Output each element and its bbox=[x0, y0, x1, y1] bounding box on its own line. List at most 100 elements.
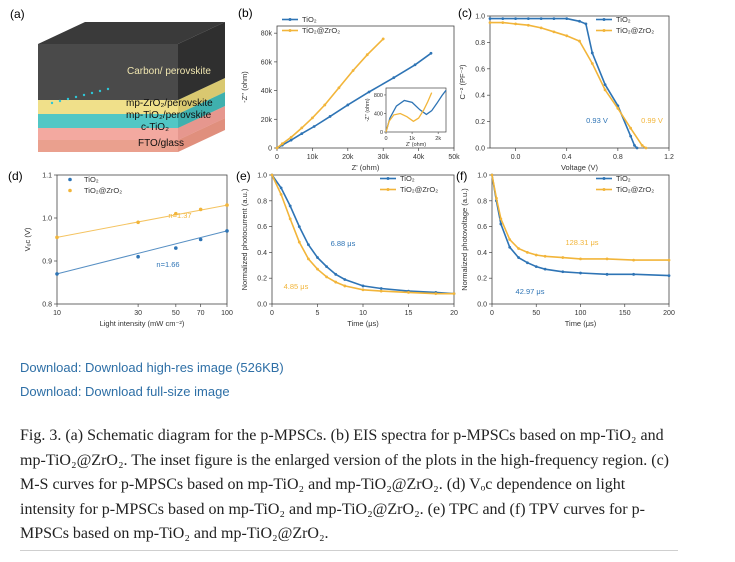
chart-e-point-1 bbox=[379, 289, 383, 293]
chart-b-inset-xtick-label: 0 bbox=[384, 136, 387, 142]
chart-f-point-1 bbox=[543, 254, 547, 258]
schematic-panel: (a) Carbon/ perovskite mp-ZrO₂/perovskit… bbox=[10, 7, 225, 152]
chart-b-ytick-label: 80k bbox=[261, 31, 273, 38]
chart-f-xlabel: Time (μs) bbox=[565, 319, 597, 328]
chart-f-ylabel: Normalized photovoltage (a.u.) bbox=[460, 188, 469, 291]
chart-b-point-1 bbox=[311, 116, 314, 120]
chart-c-point-0 bbox=[501, 17, 505, 21]
chart-e-xtick-label: 20 bbox=[450, 310, 458, 317]
chart-f-legend-label-0: TiO₂ bbox=[616, 174, 631, 183]
chart-c-point-1 bbox=[565, 34, 569, 38]
chart-b-point-1 bbox=[381, 37, 385, 41]
figure-3: (a) Carbon/ perovskite mp-ZrO₂/perovskit… bbox=[8, 6, 675, 329]
chart-f-point-1 bbox=[499, 217, 503, 221]
chart-e-point-1 bbox=[452, 292, 456, 296]
chart-b-inset-ytick-label: 800 bbox=[374, 93, 383, 99]
chart-d-xtick-label: 100 bbox=[221, 310, 233, 317]
chart-b-point-0 bbox=[392, 76, 396, 80]
chart-c-legend-label-1: TiO₂@ZrO₂ bbox=[616, 26, 654, 35]
mpzro2-layer-front bbox=[38, 100, 178, 114]
chart-c-point-0 bbox=[565, 17, 569, 21]
chart-b-ytick-label: 0 bbox=[268, 146, 272, 153]
chart-b-ytick-label: 20k bbox=[261, 117, 273, 124]
chart-f-point-0 bbox=[534, 265, 538, 268]
chart-b-point-1 bbox=[280, 142, 284, 146]
chart-c-ytick-label: 0.2 bbox=[475, 119, 485, 126]
chart-d-fit-line-1 bbox=[56, 204, 228, 238]
chart-e-legend-marker-1 bbox=[386, 188, 390, 191]
caption-label: Fig. 3. bbox=[20, 427, 62, 444]
chart-c-point-0 bbox=[635, 146, 639, 150]
chart-e-point-0 bbox=[297, 225, 301, 229]
chart-b-point-0 bbox=[429, 51, 433, 55]
chart-e-point-0 bbox=[307, 243, 310, 247]
chart-c-ms: 0.0 0.4 0.8 1.2 0.0 0.2 0.4 0.6 0.8 1.0 Voltage (V… bbox=[458, 14, 674, 173]
chart-f-xtick-label: 150 bbox=[619, 310, 631, 317]
chart-e-point-1 bbox=[288, 217, 292, 221]
chart-d-point-0 bbox=[55, 272, 59, 276]
chart-e-point-1 bbox=[307, 257, 310, 261]
chart-e-point-1 bbox=[343, 284, 347, 288]
chart-c-ylabel: C⁻² (PF⁻²) bbox=[458, 64, 467, 99]
chart-b-ylabel: -Z'' (ohm) bbox=[240, 71, 249, 103]
chart-c-xtick-label: 0.0 bbox=[511, 154, 521, 161]
chart-f-xtick-label: 0 bbox=[490, 310, 494, 317]
carbon-layer-side bbox=[178, 22, 225, 100]
chart-f-ytick-label: 0.4 bbox=[477, 250, 487, 257]
chart-d-legend-label-0: TiO₂ bbox=[84, 175, 99, 184]
chart-c-point-1 bbox=[514, 22, 517, 26]
chart-e-point-1 bbox=[334, 280, 338, 284]
chart-f-point-0 bbox=[632, 272, 635, 276]
chart-c-point-0 bbox=[539, 17, 543, 21]
chart-f-point-0 bbox=[605, 272, 609, 276]
panel-label-f: (f) bbox=[456, 169, 467, 183]
chart-b-point-1 bbox=[351, 69, 355, 72]
chart-f-tpv: 0 50 100 150 200 0.0 0.2 0.4 0.6 0.8 1.0 Time (μs) N… bbox=[460, 173, 675, 329]
chart-c-point-0 bbox=[526, 17, 530, 21]
chart-b-inset-frame bbox=[385, 87, 447, 133]
panel-label-c: (c) bbox=[458, 6, 472, 20]
layer-label-mpzro2: mp-ZrO₂/perovskite bbox=[126, 98, 213, 109]
chart-c-point-0 bbox=[514, 17, 517, 21]
chart-c-annotation-1: 0.99 V bbox=[641, 116, 663, 125]
chart-f-point-1 bbox=[534, 253, 538, 257]
chart-f-point-1 bbox=[632, 258, 635, 262]
chart-f-xtick-label: 50 bbox=[532, 310, 540, 317]
chart-e-point-1 bbox=[434, 292, 438, 296]
fto-layer-front bbox=[38, 140, 178, 152]
chart-c-ytick-label: 0.8 bbox=[475, 40, 485, 47]
download-full-size-link[interactable]: Download: Download full-size image bbox=[20, 384, 230, 399]
chart-b-point-0 bbox=[289, 138, 293, 142]
chart-d-frame bbox=[56, 174, 228, 305]
chart-f-point-0 bbox=[499, 222, 503, 226]
download-high-res-link[interactable]: Download: Download high-res image (526KB… bbox=[20, 360, 284, 375]
chart-c-point-1 bbox=[526, 23, 530, 27]
chart-d-xtick-label: 10 bbox=[53, 310, 61, 317]
chart-d-ytick-label: 0.8 bbox=[42, 302, 52, 309]
fto-layer-side bbox=[178, 118, 225, 152]
chart-e-ylabel: Normalized photocurrent (a.u.) bbox=[240, 188, 249, 290]
chart-c-xtick-label: 1.2 bbox=[664, 154, 674, 161]
chart-b-point-1 bbox=[323, 103, 327, 107]
chart-e-ytick-label: 0.8 bbox=[257, 198, 267, 205]
chart-b-point-1 bbox=[300, 126, 304, 130]
chart-d-point-1 bbox=[225, 203, 229, 207]
chart-b-point-0 bbox=[328, 115, 332, 118]
chart-b-inset-ytick-label: 400 bbox=[374, 111, 383, 117]
chart-f-xtick-label: 200 bbox=[663, 310, 675, 317]
chart-f-xtick-label: 100 bbox=[575, 310, 587, 317]
chart-b-point-0 bbox=[346, 103, 350, 107]
chart-c-point-0 bbox=[633, 143, 636, 147]
carbon-layer-top bbox=[38, 22, 225, 44]
chart-c-point-0 bbox=[578, 19, 581, 23]
chart-b-eis: 0 10k 20k 30k 40k 50k 0 20k 40k 60k 80k Z' (ohm) -Z'… bbox=[240, 15, 460, 172]
chart-f-annotation-0: 42.97 μs bbox=[516, 287, 545, 296]
chart-b-ytick-label: 60k bbox=[261, 59, 273, 66]
chart-f-ytick-label: 0.2 bbox=[477, 276, 487, 283]
chart-c-point-1 bbox=[590, 62, 594, 65]
chart-e-point-0 bbox=[279, 186, 283, 190]
chart-c-point-1 bbox=[488, 21, 492, 24]
chart-f-point-0 bbox=[508, 245, 512, 249]
chart-b-xtick-label: 0 bbox=[275, 154, 279, 161]
figure-caption: Fig. 3. (a) Schematic diagram for the p-… bbox=[20, 424, 675, 547]
